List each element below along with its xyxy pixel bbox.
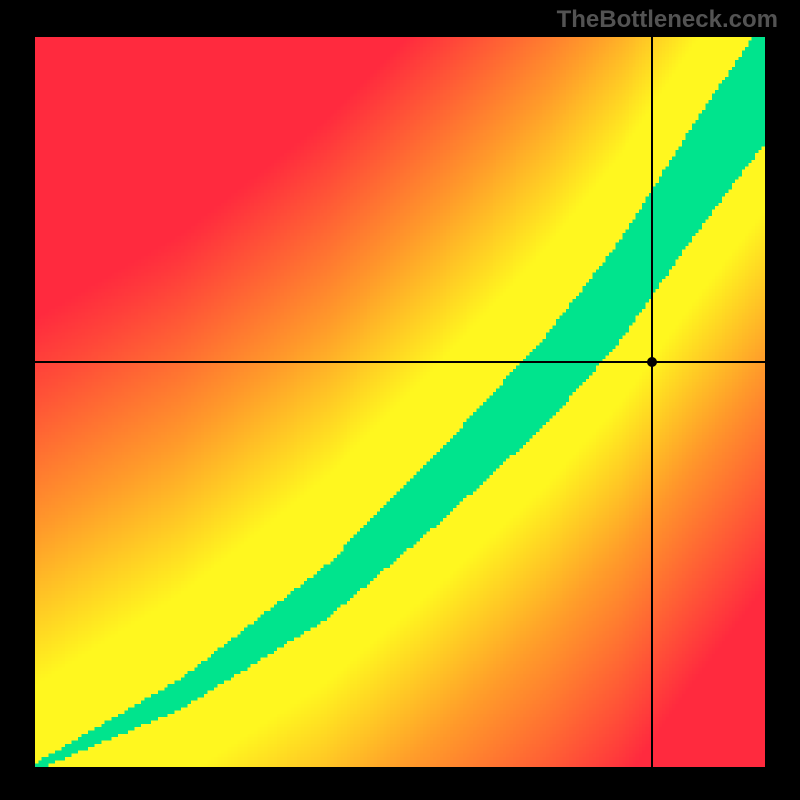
bottleneck-heatmap [35,37,765,767]
watermark-text: TheBottleneck.com [557,6,778,34]
crosshair-marker [647,357,657,367]
chart-container: TheBottleneck.com [0,0,800,800]
crosshair-line [651,37,653,767]
